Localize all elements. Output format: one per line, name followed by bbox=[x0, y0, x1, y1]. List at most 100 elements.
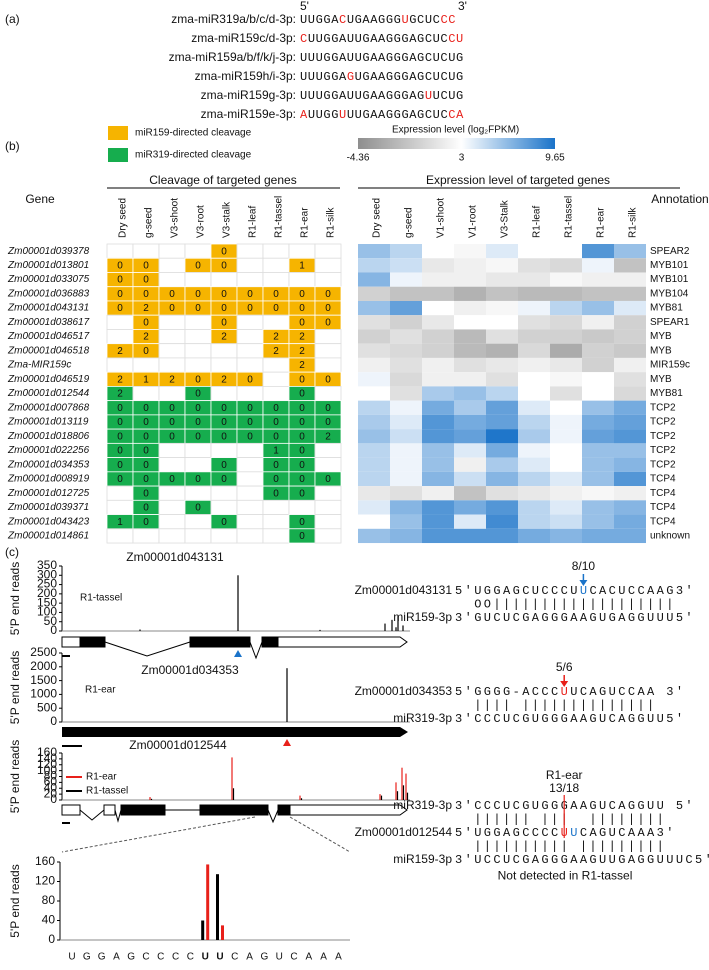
heatmap-cell bbox=[486, 329, 518, 344]
heatmap-cell bbox=[550, 258, 582, 273]
heatmap-cell bbox=[518, 514, 550, 529]
cleavage-value: 0 bbox=[273, 431, 279, 442]
cleavage-value: 0 bbox=[117, 446, 123, 457]
annotation: TCP2 bbox=[650, 431, 676, 442]
annotation: MYB bbox=[650, 374, 672, 385]
cleavage-value: 0 bbox=[299, 289, 305, 300]
cleavage-cell bbox=[236, 257, 264, 273]
heatmap-cell bbox=[550, 429, 582, 444]
cleavage-value: 1 bbox=[273, 446, 279, 457]
cleavage-value: 0 bbox=[143, 403, 149, 414]
cleavage-value: 0 bbox=[221, 460, 227, 471]
mirna-name: zma-miR159a/b/f/k/j-3p: bbox=[169, 50, 296, 64]
scale-tick-label: 3 bbox=[459, 153, 465, 164]
cleavage-value: 0 bbox=[143, 261, 149, 272]
heatmap-cell bbox=[550, 486, 582, 501]
heatmap-cell bbox=[486, 372, 518, 387]
gene-name: Zm00001d046518 bbox=[7, 345, 90, 356]
cleavage-value: 0 bbox=[299, 374, 305, 385]
heatmap-cell bbox=[390, 443, 422, 458]
cleavage-value: 0 bbox=[299, 417, 305, 428]
column-label: g-seed bbox=[404, 207, 415, 238]
gene-name: Zm00001d046517 bbox=[7, 331, 90, 342]
annotation: TCP2 bbox=[650, 402, 676, 413]
heatmap-cell bbox=[390, 528, 422, 544]
heatmap-cell bbox=[614, 258, 646, 273]
cleavage-cell bbox=[262, 257, 290, 273]
cleavage-value: 0 bbox=[325, 374, 331, 385]
cleavage-value: 0 bbox=[273, 488, 279, 499]
cleavage-value: 0 bbox=[273, 417, 279, 428]
highlight: U bbox=[401, 13, 409, 27]
heatmap-cell bbox=[550, 357, 582, 373]
cleavage-value: 0 bbox=[221, 246, 227, 257]
three-prime: 3' bbox=[458, 0, 467, 13]
cleavage-value: 0 bbox=[117, 474, 123, 485]
cleavage-cell bbox=[158, 457, 186, 473]
cleavage-cell bbox=[210, 385, 238, 402]
cleavage-cell bbox=[158, 385, 186, 402]
heatmap-cell bbox=[358, 258, 390, 273]
highlight: U bbox=[580, 584, 590, 598]
heatmap-cell bbox=[358, 272, 390, 287]
cleavage-cell bbox=[158, 485, 186, 501]
heatmap-cell bbox=[358, 429, 390, 444]
cleavage-value: 0 bbox=[221, 317, 227, 328]
gene-name: Zm00001d039378 bbox=[7, 246, 90, 257]
cleavage-cell bbox=[314, 385, 342, 402]
heatmap-cell bbox=[614, 500, 646, 515]
y-tick-label: 100 bbox=[37, 763, 57, 777]
gene-name: Zma-MIR159c bbox=[7, 360, 71, 371]
heatmap-cell bbox=[550, 386, 582, 401]
heatmap-cell bbox=[614, 315, 646, 330]
heatmap-cell bbox=[518, 315, 550, 330]
sequence-letter: A bbox=[335, 952, 342, 963]
heatmap-cell bbox=[454, 471, 486, 487]
y-tick-label: 300 bbox=[37, 567, 57, 581]
cleavage-value: 0 bbox=[273, 403, 279, 414]
sample-label: R1-ear bbox=[546, 768, 583, 782]
heatmap-cell bbox=[454, 414, 486, 430]
plot-title: Zm00001d043131 bbox=[126, 550, 224, 564]
annotation: MIR159c bbox=[650, 360, 690, 371]
heatmap-cell bbox=[486, 443, 518, 458]
cleavage-value: 0 bbox=[143, 474, 149, 485]
heatmap-cell bbox=[422, 272, 454, 287]
highlight: CU bbox=[448, 32, 464, 46]
sequence-letter: A bbox=[113, 952, 120, 963]
cleavage-cell bbox=[262, 371, 290, 387]
cleavage-value: 0 bbox=[143, 431, 149, 442]
heatmap-cell bbox=[422, 500, 454, 515]
heatmap-cell bbox=[486, 514, 518, 529]
y-tick-label: 2000 bbox=[30, 659, 57, 673]
mirna-sequence: AUUGGUUUGAAGGGAGCUCCA bbox=[300, 108, 464, 122]
text-run: UUUGGAUUGAAGGGAG bbox=[300, 89, 425, 103]
gene-name: Zm00001d046519 bbox=[7, 374, 90, 385]
heatmap-cell bbox=[454, 300, 486, 316]
alignment-pairs: |||||||||| ||||||||| bbox=[455, 840, 666, 854]
heatmap-cell bbox=[518, 372, 550, 387]
heatmap-cell bbox=[390, 414, 422, 430]
heatmap-cell bbox=[454, 400, 486, 415]
text-run: 5'GGGG-ACCC bbox=[455, 685, 561, 699]
heatmap-cell bbox=[550, 443, 582, 458]
cleavage-cell bbox=[314, 442, 342, 458]
heatmap-cell bbox=[486, 471, 518, 487]
heatmap-cell bbox=[518, 244, 550, 259]
heatmap-cell bbox=[614, 528, 646, 544]
cleavage-ratio: 13/18 bbox=[549, 781, 579, 795]
alignment-name: miR159-3p bbox=[393, 610, 452, 624]
alignment-sequence: 3'CCCUCGUGGGAAGUCAGGUU5' bbox=[455, 712, 685, 726]
cleavage-value: 0 bbox=[247, 289, 253, 300]
heatmap-cell bbox=[358, 386, 390, 401]
heatmap-cell bbox=[358, 329, 390, 344]
gene-name: Zm00001d012544 bbox=[7, 388, 90, 399]
heatmap-cell bbox=[582, 372, 614, 387]
cleavage-cell bbox=[262, 314, 290, 330]
mirna-sequence: UUUGGAUUGAAGGGAGUUCUG bbox=[300, 89, 464, 103]
inset-bar bbox=[206, 864, 210, 940]
highlight: U bbox=[570, 826, 580, 840]
cleavage-value: 0 bbox=[273, 460, 279, 471]
cleavage-value: 0 bbox=[143, 503, 149, 514]
cleavage-value: 0 bbox=[169, 303, 175, 314]
